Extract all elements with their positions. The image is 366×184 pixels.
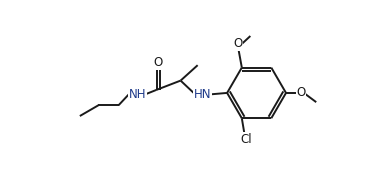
- Text: O: O: [296, 86, 305, 99]
- Text: O: O: [234, 37, 243, 50]
- Text: HN: HN: [194, 88, 211, 101]
- Text: O: O: [153, 56, 163, 69]
- Text: Cl: Cl: [240, 132, 251, 146]
- Text: NH: NH: [128, 88, 146, 101]
